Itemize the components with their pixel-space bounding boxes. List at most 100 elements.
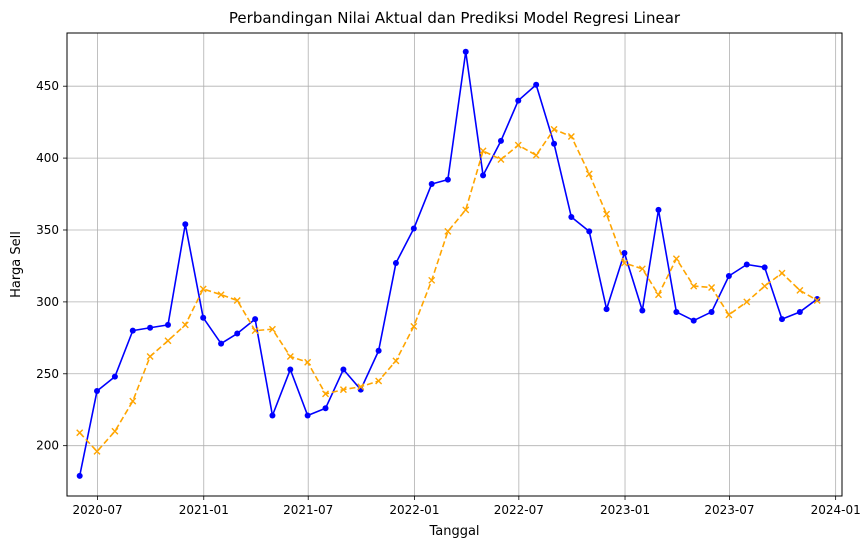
data-point xyxy=(444,176,451,183)
data-point xyxy=(708,284,716,292)
x-tick-label: 2022-07 xyxy=(494,503,544,517)
x-tick-label: 2023-01 xyxy=(600,503,650,517)
data-point xyxy=(796,286,804,294)
data-point xyxy=(428,180,435,187)
data-point xyxy=(532,151,540,159)
y-tick-label: 200 xyxy=(36,439,59,453)
data-point xyxy=(111,427,119,435)
data-point xyxy=(93,447,101,455)
y-axis-label: Harga Sell xyxy=(9,231,24,298)
data-point xyxy=(375,377,383,385)
data-point xyxy=(497,156,505,164)
data-point xyxy=(514,141,522,149)
data-point xyxy=(322,390,330,398)
data-point xyxy=(76,429,84,437)
data-point xyxy=(761,264,768,271)
data-point xyxy=(199,285,207,293)
data-point xyxy=(672,255,680,263)
data-point xyxy=(410,225,417,232)
data-point xyxy=(725,273,732,280)
data-point xyxy=(268,325,276,333)
data-point xyxy=(286,353,294,361)
x-tick-label: 2021-01 xyxy=(179,503,229,517)
y-tick-label: 250 xyxy=(36,367,59,381)
data-point xyxy=(129,397,137,405)
data-point xyxy=(673,308,680,315)
data-point xyxy=(357,383,365,391)
data-point xyxy=(304,358,312,366)
data-point xyxy=(814,296,821,303)
axis-ticks: 2020-07 2021-01 2021-07 2022-01 2022-07 2023-… xyxy=(36,79,861,517)
x-axis-label: Tanggal xyxy=(428,524,479,539)
grid-lines xyxy=(67,33,842,496)
x-tick-label: 2020-07 xyxy=(73,503,123,517)
data-point xyxy=(269,412,276,419)
y-tick-label: 300 xyxy=(36,295,59,309)
data-point xyxy=(690,317,697,324)
data-point xyxy=(392,357,400,365)
data-point xyxy=(181,321,189,329)
plot-frame xyxy=(66,32,843,497)
data-point xyxy=(410,322,418,330)
y-tick-label: 400 xyxy=(36,151,59,165)
x-tick-label: 2021-07 xyxy=(283,503,333,517)
data-point xyxy=(322,405,329,412)
x-tick-label: 2022-01 xyxy=(389,503,439,517)
data-point xyxy=(497,137,504,144)
data-point xyxy=(621,249,628,256)
x-tick-label: 2023-07 xyxy=(704,503,754,517)
data-point xyxy=(234,330,241,337)
data-point xyxy=(76,472,83,479)
data-point xyxy=(761,282,769,290)
data-point xyxy=(233,296,241,304)
data-point xyxy=(813,296,821,304)
chart-title: Perbandingan Nilai Aktual dan Prediksi M… xyxy=(229,9,681,27)
data-point xyxy=(567,133,575,141)
series-layer xyxy=(76,48,821,479)
data-point xyxy=(479,147,487,155)
data-point xyxy=(164,337,172,345)
series-1 xyxy=(76,48,821,479)
data-point xyxy=(129,327,136,334)
data-point xyxy=(585,170,593,178)
data-point xyxy=(533,81,540,88)
data-point xyxy=(515,97,522,104)
data-point xyxy=(551,140,558,147)
data-point xyxy=(111,373,118,380)
data-point xyxy=(182,221,189,228)
series-line xyxy=(78,50,818,477)
data-point xyxy=(796,308,803,315)
data-point xyxy=(480,172,487,179)
data-point xyxy=(164,321,171,328)
data-point xyxy=(287,366,294,373)
data-point xyxy=(603,306,610,313)
data-point xyxy=(743,298,751,306)
data-point xyxy=(392,260,399,267)
y-tick-label: 350 xyxy=(36,223,59,237)
data-point xyxy=(340,366,347,373)
data-point xyxy=(655,206,662,213)
data-point xyxy=(725,311,733,319)
data-point xyxy=(304,412,311,419)
data-point xyxy=(428,276,436,284)
data-point xyxy=(375,347,382,354)
data-point xyxy=(550,125,558,133)
data-point xyxy=(638,265,646,273)
data-point xyxy=(690,282,698,290)
data-point xyxy=(639,307,646,314)
data-point xyxy=(462,48,469,55)
data-point xyxy=(743,261,750,268)
x-tick-label: 2024-01 xyxy=(811,503,861,517)
data-point xyxy=(147,324,154,331)
data-point xyxy=(339,386,347,394)
data-point xyxy=(217,291,225,299)
data-point xyxy=(218,340,225,347)
data-point xyxy=(778,316,785,323)
data-point xyxy=(251,327,259,335)
data-point xyxy=(620,259,628,267)
data-point xyxy=(462,206,470,214)
data-point xyxy=(444,227,452,235)
data-point xyxy=(586,228,593,235)
data-point xyxy=(94,388,101,395)
